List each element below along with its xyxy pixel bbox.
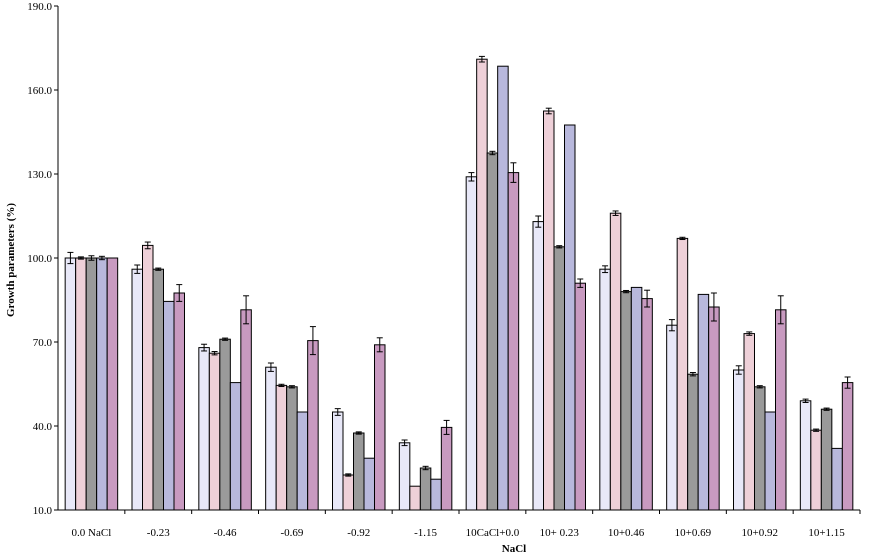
bar — [75, 257, 87, 511]
bar — [532, 221, 544, 511]
bar — [620, 291, 632, 511]
bar — [743, 333, 755, 511]
bar — [497, 65, 509, 511]
bar — [764, 411, 776, 511]
bar — [676, 237, 689, 511]
y-tick-label: 40.0 — [33, 421, 53, 433]
bar — [275, 384, 288, 511]
bar — [163, 300, 175, 511]
x-axis-title: NaCl — [502, 543, 526, 555]
y-tick-label: 190.0 — [27, 1, 52, 13]
x-tick-label: -0.92 — [347, 527, 370, 539]
bar — [106, 257, 119, 511]
bar — [64, 257, 77, 511]
bar — [240, 309, 252, 511]
x-tick-label: -0.23 — [147, 527, 170, 539]
bar — [831, 447, 843, 511]
plot-area: 10.0 40.0 70.0 100.0 130.0 160.0 190.0 0.0 NaCl… — [27, 1, 861, 539]
bar — [219, 338, 231, 511]
bar — [286, 386, 298, 511]
x-tick-label: 0.0 NaCl — [72, 527, 112, 539]
bar — [363, 457, 375, 511]
bar — [486, 152, 499, 511]
bar — [85, 257, 98, 511]
x-tick-label: -0.69 — [280, 527, 303, 539]
bar — [609, 212, 622, 511]
bar — [398, 442, 411, 511]
bar — [553, 246, 565, 511]
bar — [810, 429, 822, 511]
y-tick-label: 130.0 — [27, 169, 52, 181]
y-tick-label: 100.0 — [27, 253, 52, 265]
bar — [342, 474, 354, 511]
bar — [697, 293, 710, 511]
bar — [440, 426, 453, 511]
bar — [564, 124, 576, 511]
bar — [374, 344, 386, 511]
bar — [152, 268, 164, 511]
y-tick-label: 10.0 — [33, 505, 53, 517]
x-tick-label: 10+ 0.23 — [540, 527, 580, 539]
bar — [198, 347, 210, 511]
bar — [820, 408, 833, 511]
bar — [733, 369, 745, 511]
bar — [208, 352, 221, 511]
bar — [799, 400, 812, 511]
bar — [507, 172, 520, 511]
x-tick-label: 10+0.92 — [742, 527, 778, 539]
bar — [543, 110, 555, 511]
bar — [476, 58, 488, 511]
bar — [173, 292, 185, 511]
bar — [409, 485, 421, 511]
bar — [430, 478, 442, 511]
bar — [142, 244, 154, 511]
bar — [708, 306, 720, 511]
bar — [641, 298, 653, 511]
bar — [754, 386, 766, 511]
y-tick-label: 70.0 — [33, 337, 53, 349]
bar — [630, 286, 643, 511]
x-tick-label: -0.46 — [214, 527, 237, 539]
bar — [687, 373, 699, 511]
bar — [131, 268, 143, 511]
bar — [307, 340, 319, 511]
bar — [419, 467, 432, 511]
bar — [775, 309, 787, 511]
bar — [96, 257, 108, 511]
bar — [841, 382, 854, 511]
x-tick-label: 10CaCl+0.0 — [466, 527, 520, 539]
bar — [332, 411, 344, 511]
x-tick-label: 10+1.15 — [808, 527, 845, 539]
bar — [353, 432, 365, 511]
x-tick-label: -1.15 — [414, 527, 437, 539]
bar — [599, 268, 611, 511]
x-tick-label: 10+0.46 — [608, 527, 645, 539]
bar — [666, 324, 678, 511]
bar — [574, 282, 586, 511]
y-axis-title: Growth parameters (%) — [5, 203, 17, 317]
y-tick-label: 160.0 — [27, 85, 52, 97]
bar — [229, 382, 242, 511]
bar — [296, 411, 309, 511]
x-tick-label: 10+0.69 — [675, 527, 712, 539]
bar — [465, 176, 478, 511]
bar — [265, 366, 277, 511]
